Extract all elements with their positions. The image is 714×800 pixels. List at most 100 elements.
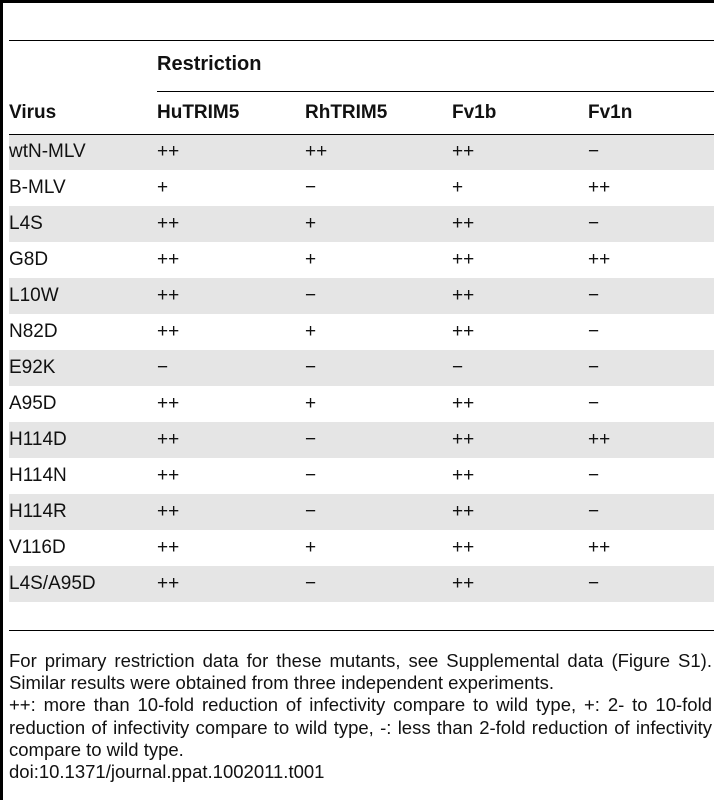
footnote-legend: ++: more than 10-fold reduction of infec…: [9, 694, 712, 760]
cell-fv1n: −: [588, 393, 600, 414]
cell-rhtrim5: −: [305, 573, 317, 594]
footnote-source-note: For primary restriction data for these m…: [9, 650, 712, 694]
group-header-underline: [157, 91, 714, 92]
cell-fv1b: ++: [452, 573, 475, 594]
column-header-fv1n: Fv1n: [588, 102, 633, 123]
cell-virus: E92K: [9, 357, 56, 378]
cell-fv1b: ++: [452, 285, 475, 306]
restriction-group-header: Restriction: [157, 53, 262, 75]
cell-fv1n: ++: [588, 537, 611, 558]
cell-hutrim5: ++: [157, 393, 180, 414]
cell-rhtrim5: −: [305, 429, 317, 450]
column-header-row: Virus HuTRIM5 RhTRIM5 Fv1b Fv1n: [9, 92, 714, 134]
cell-rhtrim5: −: [305, 177, 317, 198]
cell-rhtrim5: +: [305, 213, 317, 234]
cell-fv1b: ++: [452, 141, 475, 162]
row-shade: [9, 422, 714, 458]
cell-virus: B-MLV: [9, 177, 66, 198]
cell-hutrim5: ++: [157, 249, 180, 270]
cell-rhtrim5: −: [305, 465, 317, 486]
cell-hutrim5: ++: [157, 573, 180, 594]
cell-fv1b: ++: [452, 429, 475, 450]
left-border-rule: [0, 0, 3, 800]
row-shade: [9, 350, 714, 386]
cell-fv1n: −: [588, 285, 600, 306]
table-row: A95D ++ + ++ −: [9, 386, 714, 422]
cell-fv1b: ++: [452, 393, 475, 414]
table-row: L10W ++ − ++ −: [9, 278, 714, 314]
cell-hutrim5: ++: [157, 321, 180, 342]
cell-fv1n: −: [588, 501, 600, 522]
cell-fv1n: −: [588, 357, 600, 378]
row-shade: [9, 278, 714, 314]
cell-virus: V116D: [9, 537, 66, 558]
row-shade: [9, 494, 714, 530]
cell-hutrim5: ++: [157, 465, 180, 486]
row-shade: [9, 206, 714, 242]
cell-rhtrim5: +: [305, 393, 317, 414]
cell-rhtrim5: ++: [305, 141, 328, 162]
cell-fv1n: ++: [588, 429, 611, 450]
cell-rhtrim5: +: [305, 249, 317, 270]
column-header-rhtrim5: RhTRIM5: [305, 102, 388, 123]
cell-hutrim5: ++: [157, 429, 180, 450]
cell-fv1n: −: [588, 465, 600, 486]
cell-virus: L4S: [9, 213, 43, 234]
cell-fv1n: ++: [588, 249, 611, 270]
cell-fv1b: ++: [452, 249, 475, 270]
cell-hutrim5: ++: [157, 537, 180, 558]
restriction-table: Virus HuTRIM5 RhTRIM5 Fv1b Fv1n wtN-MLV …: [9, 92, 714, 602]
cell-hutrim5: −: [157, 357, 169, 378]
column-header-hutrim5: HuTRIM5: [157, 102, 240, 123]
table-row: H114N ++ − ++ −: [9, 458, 714, 494]
cell-rhtrim5: −: [305, 501, 317, 522]
cell-virus: H114R: [9, 501, 67, 522]
cell-virus: wtN-MLV: [9, 141, 86, 162]
table-footnotes: For primary restriction data for these m…: [9, 650, 712, 783]
cell-fv1n: −: [588, 321, 600, 342]
table-row: E92K − − − −: [9, 350, 714, 386]
cell-rhtrim5: +: [305, 321, 317, 342]
cell-rhtrim5: −: [305, 285, 317, 306]
table-row: H114R ++ − ++ −: [9, 494, 714, 530]
cell-fv1b: −: [452, 357, 464, 378]
cell-fv1n: −: [588, 573, 600, 594]
table-row: N82D ++ + ++ −: [9, 314, 714, 350]
cell-virus: N82D: [9, 321, 58, 342]
cell-rhtrim5: +: [305, 537, 317, 558]
cell-virus: G8D: [9, 249, 49, 270]
cell-hutrim5: ++: [157, 141, 180, 162]
table-row: V116D ++ + ++ ++: [9, 530, 714, 566]
row-shade: [9, 566, 714, 602]
table-row: G8D ++ + ++ ++: [9, 242, 714, 278]
cell-hutrim5: ++: [157, 501, 180, 522]
cell-virus: L10W: [9, 285, 59, 306]
table-row: B-MLV + − + ++: [9, 170, 714, 206]
cell-virus: L4S/A95D: [9, 573, 96, 594]
cell-rhtrim5: −: [305, 357, 317, 378]
header-bottom-rule: [9, 134, 714, 135]
table-top-rule: [9, 40, 714, 41]
column-header-fv1b: Fv1b: [452, 102, 497, 123]
column-header-virus: Virus: [9, 102, 57, 123]
table-bottom-rule: [9, 630, 714, 631]
row-shade: [9, 134, 714, 170]
cell-fv1b: ++: [452, 501, 475, 522]
cell-hutrim5: +: [157, 177, 169, 198]
cell-fv1b: ++: [452, 465, 475, 486]
cell-hutrim5: ++: [157, 285, 180, 306]
cell-fv1b: ++: [452, 537, 475, 558]
cell-hutrim5: ++: [157, 213, 180, 234]
cell-fv1n: −: [588, 213, 600, 234]
cell-fv1b: ++: [452, 321, 475, 342]
table-row: wtN-MLV ++ ++ ++ −: [9, 134, 714, 170]
table-row: H114D ++ − ++ ++: [9, 422, 714, 458]
cell-fv1n: ++: [588, 177, 611, 198]
cell-virus: A95D: [9, 393, 57, 414]
table-row: L4S ++ + ++ −: [9, 206, 714, 242]
top-border-rule: [0, 0, 714, 3]
footnote-doi: doi:10.1371/journal.ppat.1002011.t001: [9, 761, 325, 783]
table-row: L4S/A95D ++ − ++ −: [9, 566, 714, 602]
cell-fv1b: +: [452, 177, 464, 198]
cell-fv1n: −: [588, 141, 600, 162]
